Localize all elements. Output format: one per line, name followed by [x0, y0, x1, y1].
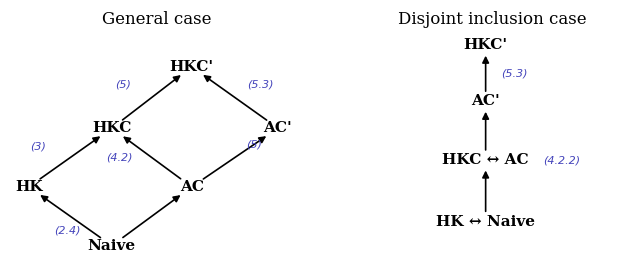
- Text: (3): (3): [31, 142, 46, 152]
- Text: Disjoint inclusion case: Disjoint inclusion case: [397, 11, 587, 28]
- Text: HKC: HKC: [92, 121, 132, 135]
- Text: AC: AC: [180, 180, 204, 194]
- Text: (2.4): (2.4): [54, 226, 81, 236]
- Text: AC': AC': [264, 121, 292, 135]
- Text: (4.2.2): (4.2.2): [543, 155, 580, 165]
- Text: (5.3): (5.3): [502, 68, 528, 78]
- Text: (5): (5): [115, 79, 131, 89]
- Text: Naive: Naive: [88, 239, 136, 253]
- Text: HKC ↔ AC: HKC ↔ AC: [442, 153, 529, 167]
- Text: HK: HK: [15, 180, 43, 194]
- Text: HK ↔ Naive: HK ↔ Naive: [436, 215, 535, 229]
- Text: General case: General case: [102, 11, 212, 28]
- Text: AC': AC': [472, 95, 500, 108]
- Text: HKC': HKC': [169, 60, 214, 74]
- Text: (4.2): (4.2): [107, 152, 133, 163]
- Text: HKC': HKC': [463, 38, 508, 52]
- Text: (5.3): (5.3): [247, 79, 273, 89]
- Text: (5): (5): [246, 139, 262, 149]
